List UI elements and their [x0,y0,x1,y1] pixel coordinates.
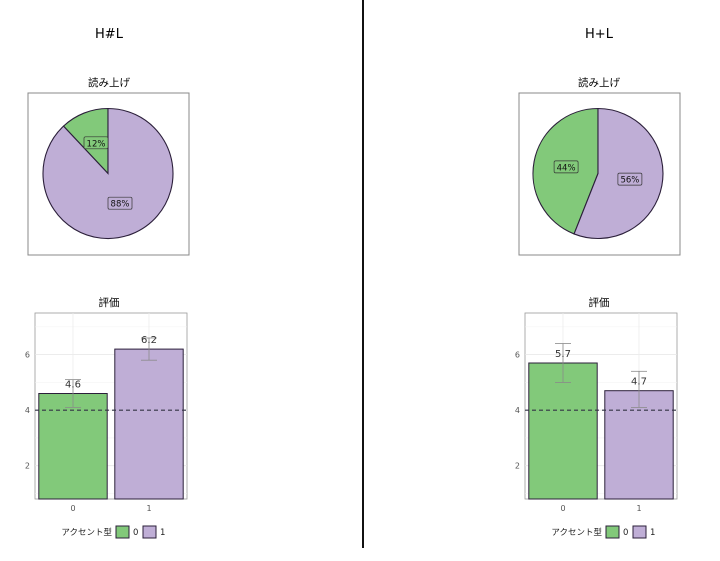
legend: アクセント型 0 1 [61,525,165,539]
bar-chart: 2 4 6 5.7 4.7 0 1 [515,312,678,513]
pie-label-box [617,172,643,186]
legend-label-0: 0 [623,528,628,538]
pie-slice-label: 56% [620,176,639,186]
y-tick-label: 4 [515,406,520,415]
panel-h-plus-l: H+L 読み上げ 44% 56% 評価 2 4 6 5.7 4.7 0 1 アクセント型 0 … [515,27,681,539]
legend-swatch-0 [115,525,130,539]
panel-title: H#L [95,27,124,42]
bar-value-label: 5.7 [555,349,571,360]
panel-h-hash-l: H#L 読み上げ 12% 88% 評価 2 4 6 4.6 6.2 0 1 アクセント型 0 … [25,27,190,539]
y-tick-label: 2 [515,462,520,471]
pie-title: 読み上げ [88,76,130,89]
pie-chart: 12% 88% [42,107,174,240]
panel-title: H+L [585,27,614,42]
bar-1 [114,348,184,500]
legend-swatch-0 [605,525,620,539]
legend-title: アクセント型 [551,528,602,538]
bar-chart-title: 評価 [99,296,120,309]
legend-swatch-1 [142,525,157,539]
pie-frame [27,92,190,256]
pie-label-box [553,160,579,174]
bar-chart-title: 評価 [589,296,610,309]
y-tick-label: 2 [25,462,30,471]
panel-divider [362,0,364,548]
legend: アクセント型 0 1 [551,525,655,539]
bar-value-label: 4.6 [65,380,81,391]
x-tick-label: 0 [560,504,565,513]
pie-chart: 44% 56% [532,107,664,240]
bar-0 [528,362,598,500]
bar-chart: 2 4 6 4.6 6.2 0 1 [25,312,188,513]
legend-title: アクセント型 [61,528,112,538]
x-tick-label: 0 [70,504,75,513]
pie-slice-label: 44% [557,163,576,173]
y-tick-label: 4 [25,406,30,415]
pie-frame [518,92,681,256]
legend-label-1: 1 [160,528,165,538]
bar-0 [38,393,108,500]
pie-title: 読み上げ [578,76,620,89]
legend-label-0: 0 [133,528,138,538]
legend-swatch-1 [632,525,647,539]
pie-slice-label: 12% [87,139,106,149]
legend-label-1: 1 [650,528,655,538]
pie-label-box [83,136,109,150]
bar-1 [604,390,674,500]
pie-slice-1 [42,107,174,240]
y-tick-label: 6 [25,351,30,360]
pie-slice-label: 88% [111,200,130,210]
bar-value-label: 4.7 [631,377,647,388]
y-tick-label: 6 [515,351,520,360]
x-tick-label: 1 [146,504,151,513]
x-tick-label: 1 [636,504,641,513]
bar-value-label: 6.2 [141,335,157,346]
pie-label-box [107,196,133,210]
